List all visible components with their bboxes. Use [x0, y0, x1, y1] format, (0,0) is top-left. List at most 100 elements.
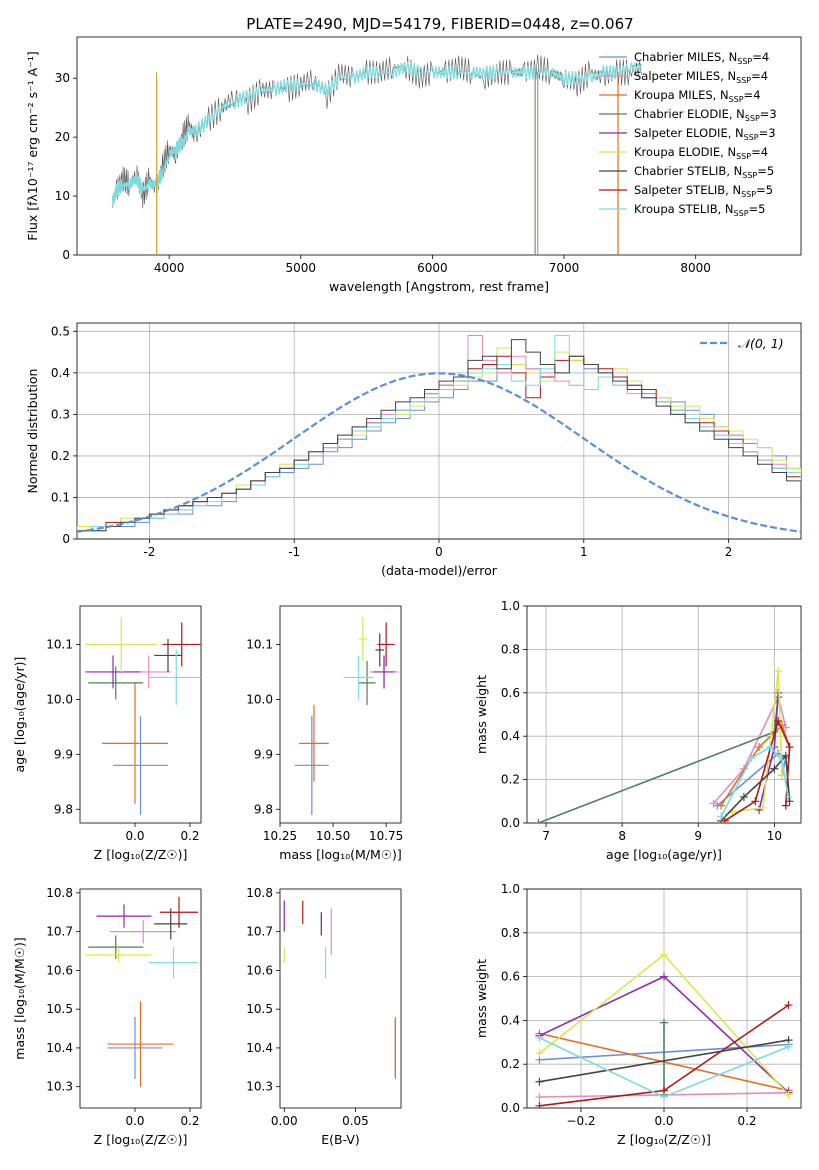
legend-label: Salpeter MILES, NSSP=4 — [634, 69, 768, 85]
y-tick-label: 0.4 — [501, 729, 520, 743]
x-axis-label: (data-model)/error — [381, 563, 498, 578]
y-tick-label: 10 — [55, 189, 70, 203]
x-tick-label: 0.00 — [271, 1114, 298, 1128]
x-tick-label: 8 — [618, 829, 626, 843]
legend-eq: = — [760, 107, 770, 121]
x-axis-label: age [log₁₀(age/yr)] — [606, 847, 722, 862]
x-tick-label: 1 — [580, 545, 588, 559]
series-marker — [660, 950, 668, 959]
x-tick-label: 4000 — [154, 261, 185, 275]
point-chabrier-stelib — [375, 633, 385, 667]
point-kroupa-miles — [299, 704, 329, 782]
legend-model-name: Chabrier MILES — [634, 50, 721, 64]
spectrum-model-line — [111, 61, 642, 207]
point-salpeter-elodie — [373, 655, 395, 689]
legend-model-name: Salpeter STELIB — [634, 183, 725, 197]
legend-ssp-sub: SSP — [736, 76, 751, 85]
legend-eq: = — [751, 145, 761, 159]
series-marker — [785, 797, 794, 806]
legend-nssp-value: 4 — [762, 50, 769, 64]
point-kroupa-miles — [102, 682, 168, 804]
residuals-axes: -2 -1 0 1 2 0 0.1 0.2 0.3 0.4 0.5 (data-model)/erro… — [25, 322, 802, 578]
y-tick-label: 10.6 — [246, 963, 273, 977]
legend-model-name: Kroupa STELIB — [634, 202, 718, 216]
legend-n: , N — [725, 183, 741, 197]
legend-eq: = — [756, 183, 766, 197]
series-marker — [770, 764, 779, 773]
series-marker — [751, 797, 760, 806]
x-tick-label: 0.05 — [342, 1114, 369, 1128]
legend-n: , N — [728, 126, 744, 140]
series-marker — [535, 1101, 544, 1108]
y-tick-label: 0.6 — [501, 970, 520, 984]
legend-ssp-sub: SSP — [729, 95, 744, 104]
series-marker — [660, 972, 668, 981]
y-axis-label: mass [log₁₀(M/M☉)] — [12, 937, 27, 1059]
series-marker — [717, 812, 726, 821]
x-axis-label: wavelength [Angstrom, rest frame] — [329, 279, 549, 294]
point-kroupa-stelib — [148, 649, 201, 705]
histogram-chabrier-stelib — [77, 339, 801, 539]
x-tick-label: 5000 — [286, 261, 317, 275]
point-kroupa-elodie — [358, 616, 368, 661]
legend-eq: = — [749, 202, 759, 216]
legend-eq: = — [759, 126, 769, 140]
legend-eq: = — [744, 88, 754, 102]
x-tick-label: 7000 — [549, 261, 580, 275]
legend-model-name: Kroupa ELODIE — [634, 145, 720, 159]
y-axis-label: age [log₁₀(age/yr)] — [12, 657, 27, 773]
y-tick-label: 10.7 — [46, 925, 73, 939]
series-marker — [758, 803, 767, 812]
x-axis-label: E(B-V) — [321, 1132, 360, 1147]
x-tick-label: 2 — [725, 545, 733, 559]
x-tick-label: 10 — [767, 829, 782, 843]
y-tick-label: 10.3 — [246, 1080, 273, 1094]
x-axis-label: mass [log₁₀(M/M☉)] — [279, 847, 401, 862]
y-tick-label: 0.3 — [51, 407, 70, 421]
legend-model-name: Chabrier ELODIE — [634, 107, 729, 121]
series-marker — [535, 1033, 544, 1042]
axes-frame — [76, 322, 802, 540]
y-tick-label: 10.8 — [46, 886, 73, 900]
point-salpeter-miles — [110, 920, 177, 944]
x-tick-label: 0.2 — [180, 829, 199, 843]
legend-label: Chabrier ELODIE, NSSP=3 — [634, 107, 777, 123]
point-chabrier-miles — [107, 1016, 163, 1079]
axes-frame — [76, 36, 802, 256]
x-axis-label: Z [log₁₀(Z/Z☉)] — [94, 847, 188, 862]
y-tick-label: 10.5 — [46, 1002, 73, 1016]
y-tick-label: 10.4 — [46, 1041, 73, 1055]
legend-eq: = — [757, 164, 767, 178]
legend-label: Salpeter STELIB, NSSP=5 — [634, 183, 773, 199]
legend-nssp-value: 4 — [761, 145, 768, 159]
legend-ssp-sub: SSP — [742, 171, 757, 180]
y-tick-label: 10.0 — [246, 692, 273, 706]
y-tick-label: 9.9 — [254, 747, 273, 761]
y-tick-label: 10.6 — [46, 963, 73, 977]
y-tick-label: 10.7 — [246, 925, 273, 939]
series-marker — [784, 792, 793, 801]
histogram-chabrier-miles — [77, 359, 801, 539]
y-axis-label: mass weight — [474, 675, 489, 754]
x-tick-label: 0 — [435, 545, 443, 559]
axes-frame — [79, 605, 202, 824]
x-axis-label: Z [log₁₀(Z/Z☉)] — [94, 1132, 188, 1147]
histogram-salpeter-stelib — [77, 355, 801, 539]
legend-label: Salpeter ELODIE, NSSP=3 — [634, 126, 776, 142]
series-marker — [739, 792, 748, 801]
legend-model-name: Kroupa MILES — [634, 88, 713, 102]
y-tick-label: 10.3 — [46, 1080, 73, 1094]
legend-eq: = — [751, 69, 761, 83]
legend-ssp-sub: SSP — [736, 152, 751, 161]
x-tick-label: −0.2 — [566, 1114, 595, 1128]
y-tick-label: 0.2 — [501, 773, 520, 787]
series-marker — [535, 1077, 544, 1086]
y-tick-label: 0.1 — [51, 490, 70, 504]
x-tick-label: 8000 — [680, 261, 711, 275]
legend-nssp-value: 3 — [769, 107, 776, 121]
point-kroupa-elodie — [85, 616, 157, 672]
y-tick-label: 10.0 — [46, 692, 73, 706]
legend-ssp-sub: SSP — [734, 209, 749, 218]
series-chabrier-elodie — [538, 697, 779, 823]
